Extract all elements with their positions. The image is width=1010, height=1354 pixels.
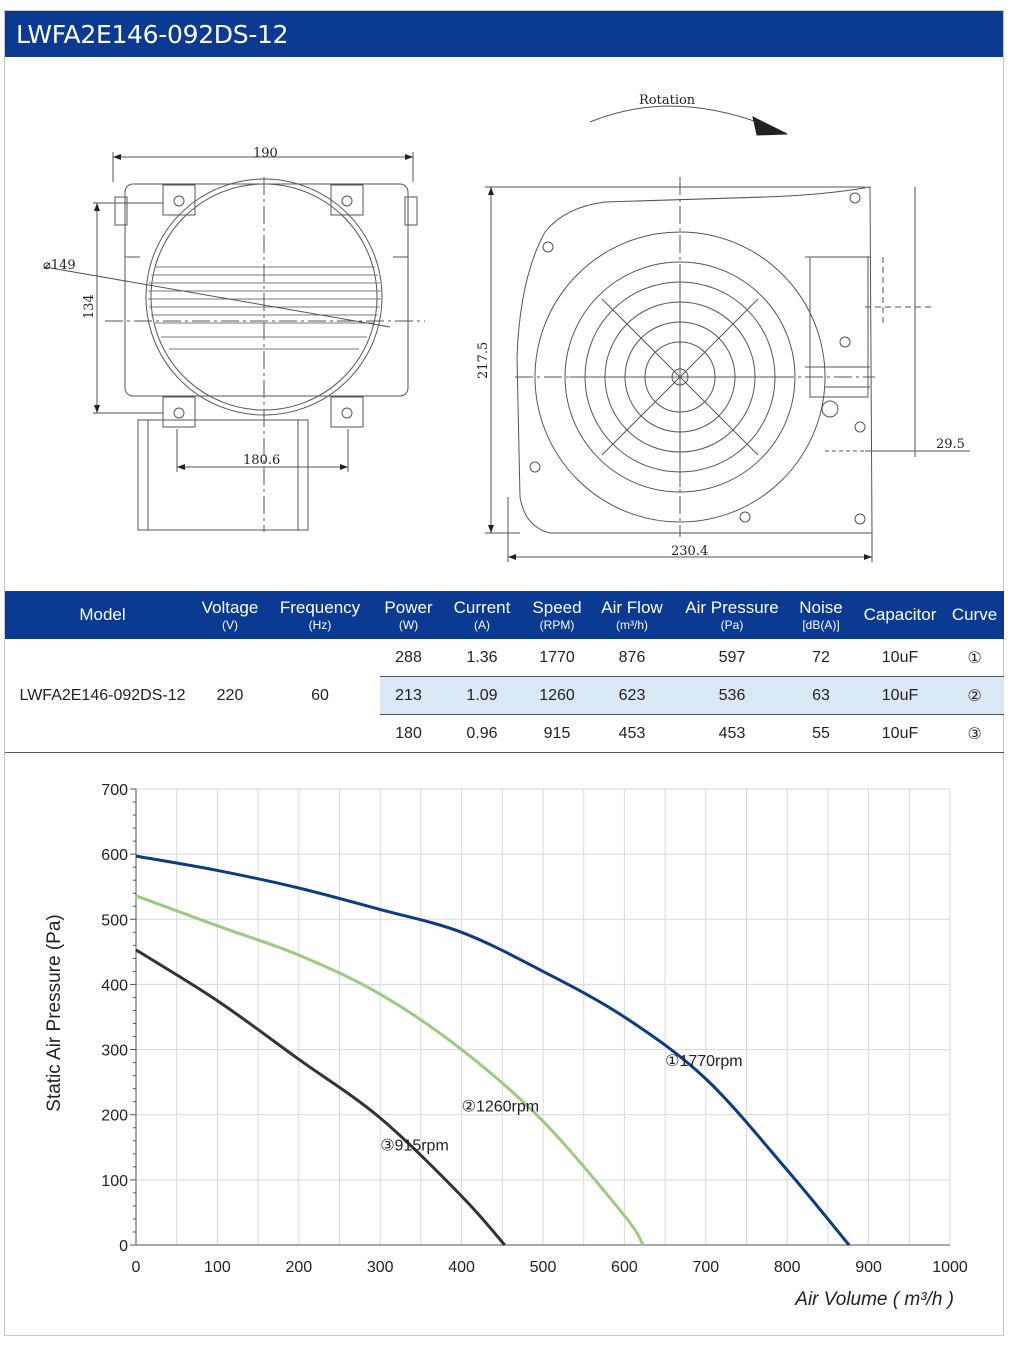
header-voltage: Voltage (V) xyxy=(200,591,260,639)
current-cell: 0.96 xyxy=(437,714,527,753)
capacitor-cell: 10uF xyxy=(855,714,945,753)
speed-cell: 1770 xyxy=(527,639,587,677)
current-cell: 1.09 xyxy=(437,676,527,715)
x-tick-label: 700 xyxy=(692,1259,719,1276)
front-bottom-label: 180.6 xyxy=(243,453,280,468)
table-row: 213 1.09 1260 623 536 63 10uF ② xyxy=(5,676,1004,715)
side-view xyxy=(485,105,970,562)
current-cell: 1.36 xyxy=(437,639,527,677)
performance-chart: 0 100 200 300 400 500 600 700 800 900 1000 0 100 200 3… xyxy=(5,755,1003,1335)
side-offset-label: 29.5 xyxy=(936,437,965,452)
noise-cell: 55 xyxy=(787,714,855,753)
drawing-svg: 190 ⌀149 134 180.6 Rotation 217.5 29.5 2… xyxy=(43,93,970,562)
air-pressure-cell: 453 xyxy=(677,714,787,753)
chart-grid xyxy=(130,788,951,1246)
noise-cell: 72 xyxy=(787,639,855,677)
front-width-label: 190 xyxy=(253,146,278,161)
x-tick-label: 1000 xyxy=(932,1259,968,1276)
spec-header-row: Model Voltage (V) Frequency (Hz) Power (W) … xyxy=(5,591,1004,639)
header-current: Current (A) xyxy=(437,591,527,639)
header-air-flow: Air Flow (m³/h) xyxy=(587,591,677,639)
x-tick-label: 300 xyxy=(367,1259,394,1276)
y-tick-label: 400 xyxy=(101,977,128,994)
side-width-label: 230.4 xyxy=(671,544,708,559)
x-tick-label: 200 xyxy=(285,1259,312,1276)
series-line xyxy=(135,854,851,1246)
series-line xyxy=(135,894,645,1246)
header-curve: Curve xyxy=(945,591,1004,639)
rotation-label: Rotation xyxy=(639,93,696,108)
y-tick-label: 0 xyxy=(119,1238,128,1255)
series-label: ①1770rpm xyxy=(665,1053,743,1070)
x-tick-label: 800 xyxy=(774,1259,801,1276)
air-pressure-cell: 597 xyxy=(677,639,787,677)
y-tick-label: 600 xyxy=(101,847,128,864)
front-view xyxy=(44,152,425,532)
header-noise: Noise [dB(A)] xyxy=(787,591,855,639)
front-height-label: 134 xyxy=(82,294,97,319)
header-model: Model xyxy=(5,591,200,639)
x-tick-label: 900 xyxy=(855,1259,882,1276)
speed-cell: 1260 xyxy=(527,676,587,715)
header-capacitor: Capacitor xyxy=(855,591,945,639)
x-axis-title: Air Volume ( m³/h ) xyxy=(794,1289,954,1310)
voltage-cell: 220 xyxy=(200,639,260,753)
side-height-label: 217.5 xyxy=(476,342,491,379)
header-speed: Speed (RPM) xyxy=(527,591,587,639)
y-tick-label: 200 xyxy=(101,1108,128,1125)
air-flow-cell: 453 xyxy=(587,714,677,753)
series-line xyxy=(135,948,506,1246)
y-tick-label: 500 xyxy=(101,912,128,929)
y-axis-title: Static Air Pressure (Pa) xyxy=(44,914,65,1111)
capacitor-cell: 10uF xyxy=(855,676,945,715)
air-pressure-cell: 536 xyxy=(677,676,787,715)
y-tick-label: 300 xyxy=(101,1043,128,1060)
page-title: LWFA2E146-092DS-12 xyxy=(16,20,289,49)
x-tick-label: 0 xyxy=(132,1259,141,1276)
header-air-pressure: Air Pressure (Pa) xyxy=(677,591,787,639)
table-row: LWFA2E146-092DS-12 220 60 288 1.36 1770 … xyxy=(5,639,1004,753)
frequency-cell: 60 xyxy=(260,639,380,753)
curve-cell: ③ xyxy=(945,714,1004,753)
chart-series xyxy=(135,854,851,1246)
series-label: ③915rpm xyxy=(380,1138,449,1155)
power-cell: 180 xyxy=(380,714,437,753)
x-tick-label: 500 xyxy=(530,1259,557,1276)
y-tick-label: 700 xyxy=(101,782,128,799)
technical-drawing: 190 ⌀149 134 180.6 Rotation 217.5 29.5 2… xyxy=(5,57,1003,590)
table-row: 180 0.96 915 453 453 55 10uF ③ xyxy=(5,714,1004,753)
power-cell: 213 xyxy=(380,676,437,715)
air-flow-cell: 876 xyxy=(587,639,677,677)
power-cell: 288 xyxy=(380,639,437,677)
curve-cell: ② xyxy=(945,676,1004,715)
speed-cell: 915 xyxy=(527,714,587,753)
curve-cell: ① xyxy=(945,639,1004,677)
model-cell: LWFA2E146-092DS-12 xyxy=(5,639,200,753)
x-tick-label: 100 xyxy=(204,1259,231,1276)
chart-svg: 0 100 200 300 400 500 600 700 800 900 1000 0 100 200 3… xyxy=(44,782,968,1310)
y-tick-label: 100 xyxy=(101,1173,128,1190)
header-power: Power (W) xyxy=(380,591,437,639)
noise-cell: 63 xyxy=(787,676,855,715)
series-label: ②1260rpm xyxy=(462,1098,539,1115)
capacitor-cell: 10uF xyxy=(855,639,945,677)
air-flow-cell: 623 xyxy=(587,676,677,715)
x-tick-label: 400 xyxy=(448,1259,475,1276)
spec-table: Model Voltage (V) Frequency (Hz) Power (W) … xyxy=(5,591,1004,753)
header-frequency: Frequency (Hz) xyxy=(260,591,380,639)
front-diameter-label: ⌀149 xyxy=(43,258,76,273)
title-bar: LWFA2E146-092DS-12 xyxy=(5,11,1003,57)
x-tick-label: 600 xyxy=(611,1259,638,1276)
chart-labels: 0 100 200 300 400 500 600 700 800 900 1000 0 100 200 3… xyxy=(101,782,968,1276)
